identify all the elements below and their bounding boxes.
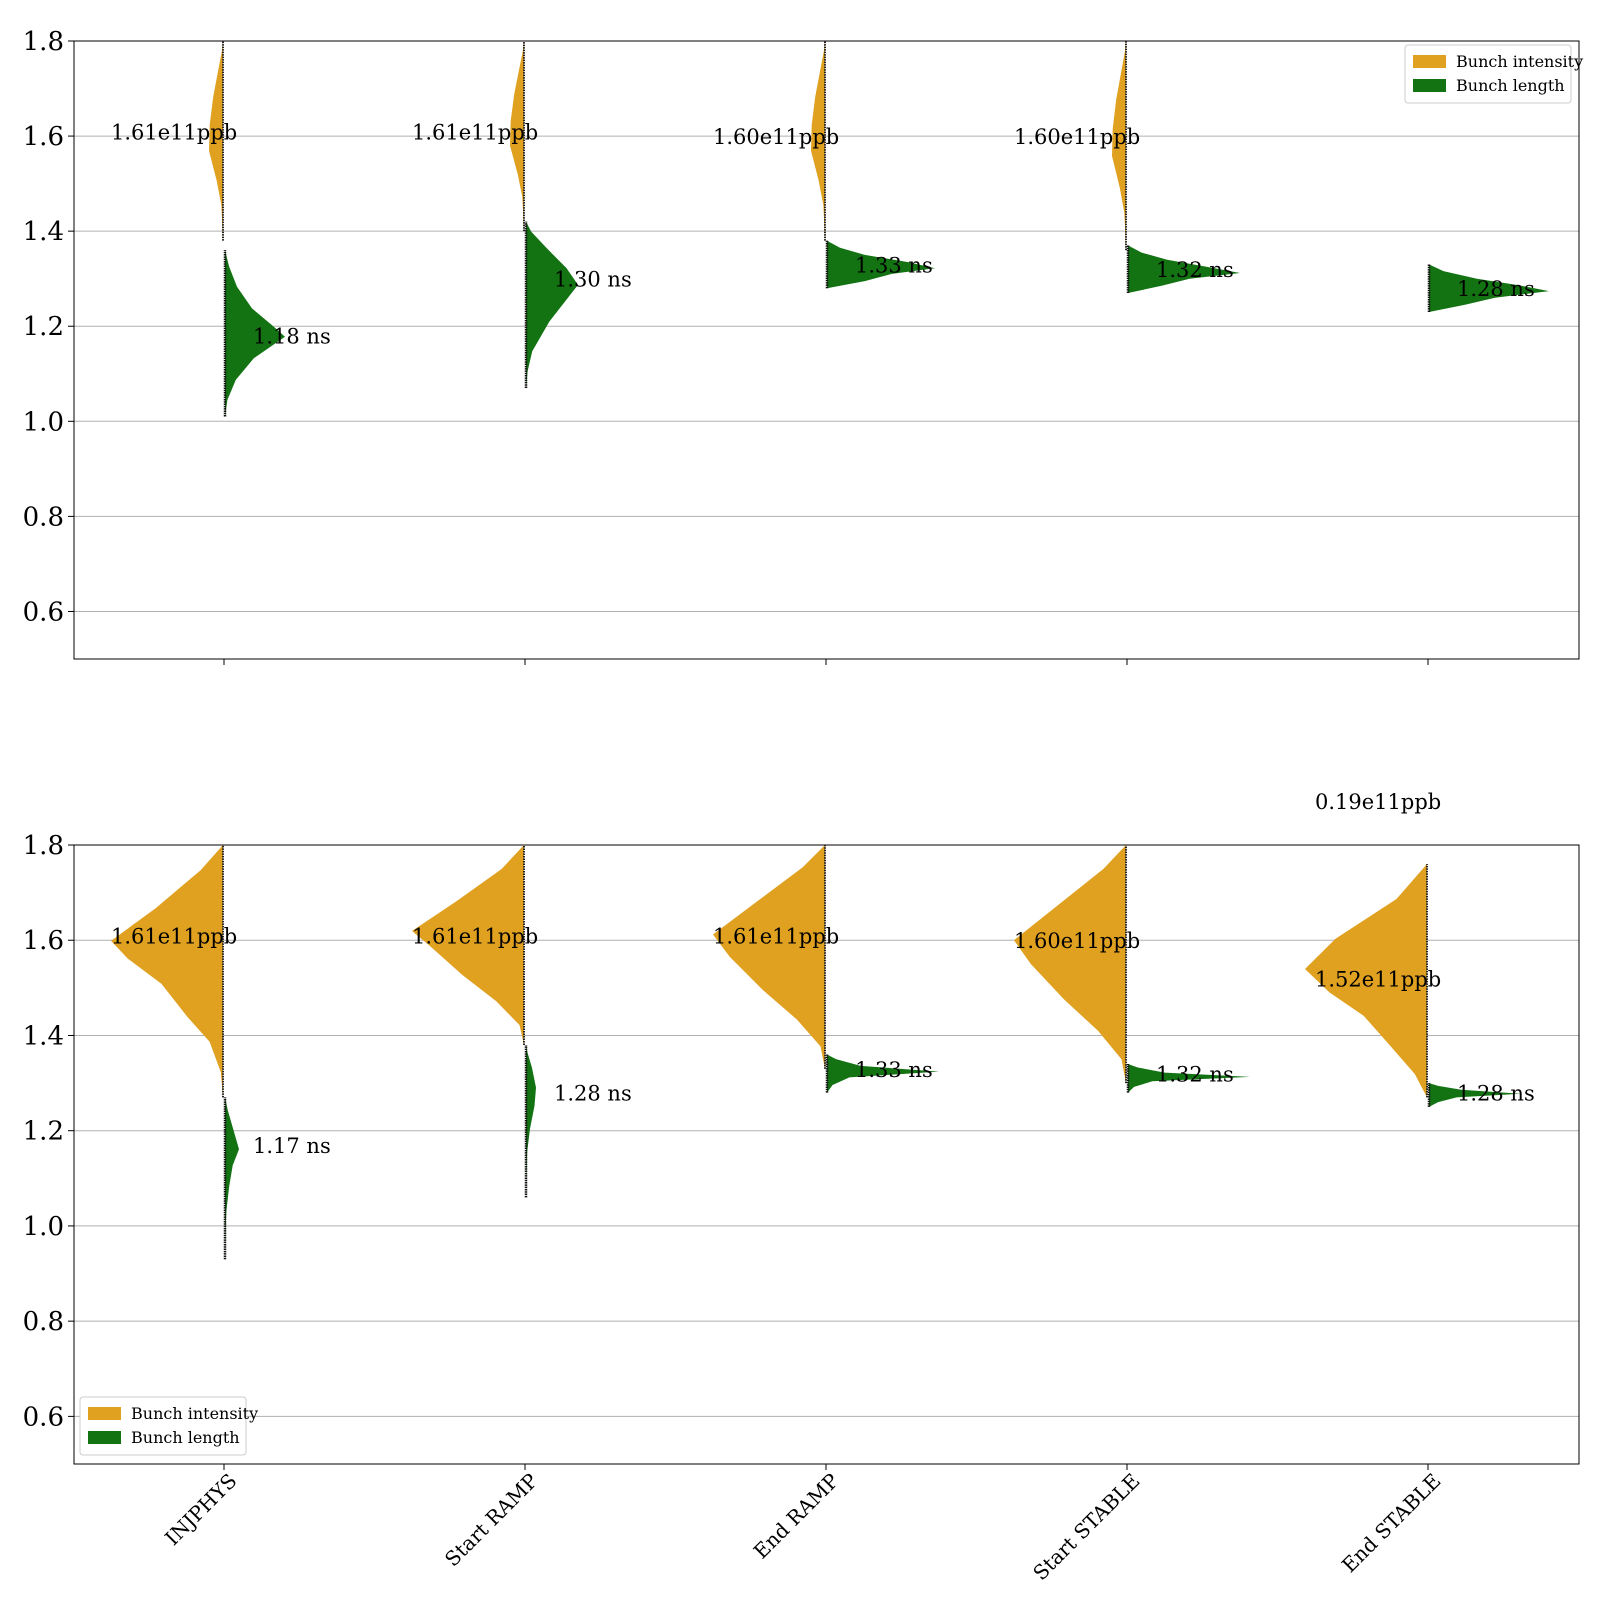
x-tick-label: Start RAMP	[440, 1469, 543, 1572]
legend-swatch	[88, 1431, 121, 1444]
intensity-label: 1.60e11ppb	[713, 125, 839, 149]
legend-swatch	[1413, 79, 1446, 92]
panel-bottom: 0.6 0.8 1.0 1.2 1.4 1.6 1.8 1.61e11ppb 1.61e11pp…	[23, 831, 1580, 1470]
y-tick-label: 1.6	[23, 122, 64, 152]
legend-swatch	[1413, 55, 1446, 68]
intensity-violin	[1112, 41, 1126, 251]
intensity-violin	[713, 845, 825, 1069]
y-tick-label: 0.8	[23, 502, 64, 532]
panel-top: 0.6 0.8 1.0 1.2 1.4 1.6 1.8 1.61e11ppb 1.61e11pp…	[23, 27, 1584, 814]
intensity-violin	[510, 41, 524, 232]
length-label: 1.32 ns	[1156, 1063, 1234, 1087]
intensity-violin	[111, 845, 223, 1098]
x-tick-label: INJPHYS	[160, 1469, 241, 1550]
y-tick-label: 1.4	[23, 1021, 64, 1051]
y-tick-label: 1.2	[23, 312, 64, 342]
intensity-violin	[1305, 864, 1427, 1098]
length-violin	[827, 240, 935, 289]
length-label: 1.28 ns	[1457, 277, 1535, 301]
length-violin	[526, 221, 578, 389]
overflow-intensity-label: 0.19e11ppb	[1315, 790, 1441, 814]
legend-entry: Bunch intensity	[131, 1404, 258, 1423]
intensity-label: 1.61e11ppb	[111, 120, 237, 144]
legend-entry: Bunch intensity	[1456, 52, 1583, 71]
length-label: 1.33 ns	[855, 1058, 933, 1082]
length-label: 1.28 ns	[1457, 1082, 1535, 1106]
intensity-label: 1.61e11ppb	[412, 924, 538, 948]
y-tick-label: 0.6	[23, 1402, 64, 1432]
intensity-label: 1.60e11ppb	[1014, 125, 1140, 149]
intensity-label: 1.61e11ppb	[412, 120, 538, 144]
y-tick-label: 1.8	[23, 27, 64, 57]
legend: Bunch intensity Bunch length	[79, 1396, 258, 1456]
length-violin	[827, 1054, 939, 1093]
length-label: 1.30 ns	[554, 268, 632, 292]
length-violin	[1429, 1083, 1521, 1107]
legend-box	[79, 1396, 247, 1456]
length-label: 1.33 ns	[855, 253, 933, 277]
length-violin	[526, 1044, 536, 1198]
length-label: 1.32 ns	[1156, 258, 1234, 282]
y-tick-label: 0.6	[23, 597, 64, 627]
intensity-violin	[1014, 845, 1126, 1084]
intensity-violin	[412, 845, 524, 1045]
y-tick-label: 1.2	[23, 1117, 64, 1147]
intensity-label: 1.52e11ppb	[1315, 967, 1441, 991]
intensity-label: 1.60e11ppb	[1014, 929, 1140, 953]
x-tick-label: End RAMP	[749, 1469, 844, 1564]
legend-box	[1404, 44, 1572, 104]
length-violin	[225, 250, 285, 417]
legend-entry: Bunch length	[1456, 76, 1565, 95]
legend: Bunch intensity Bunch length	[1404, 44, 1583, 104]
y-tick-label: 1.0	[23, 1212, 64, 1242]
length-label: 1.18 ns	[253, 325, 331, 349]
intensity-label: 1.61e11ppb	[111, 924, 237, 948]
intensity-violin	[209, 41, 223, 241]
length-label: 1.17 ns	[253, 1134, 331, 1158]
length-violin	[1429, 264, 1549, 312]
y-tick-label: 1.0	[23, 407, 64, 437]
y-tick-label: 1.4	[23, 217, 64, 247]
legend-entry: Bunch length	[131, 1428, 240, 1447]
length-label: 1.28 ns	[554, 1082, 632, 1106]
y-tick-label: 1.6	[23, 926, 64, 956]
intensity-violin	[811, 41, 825, 241]
length-violin	[1128, 1064, 1250, 1093]
length-violin	[225, 1097, 239, 1260]
intensity-label: 1.61e11ppb	[713, 924, 839, 948]
x-tick-label: End STABLE	[1337, 1469, 1446, 1578]
length-violin	[1128, 245, 1240, 293]
x-tick-label: Start STABLE	[1028, 1469, 1144, 1585]
y-tick-label: 0.8	[23, 1307, 64, 1337]
legend-swatch	[88, 1407, 121, 1420]
y-tick-label: 1.8	[23, 831, 64, 861]
